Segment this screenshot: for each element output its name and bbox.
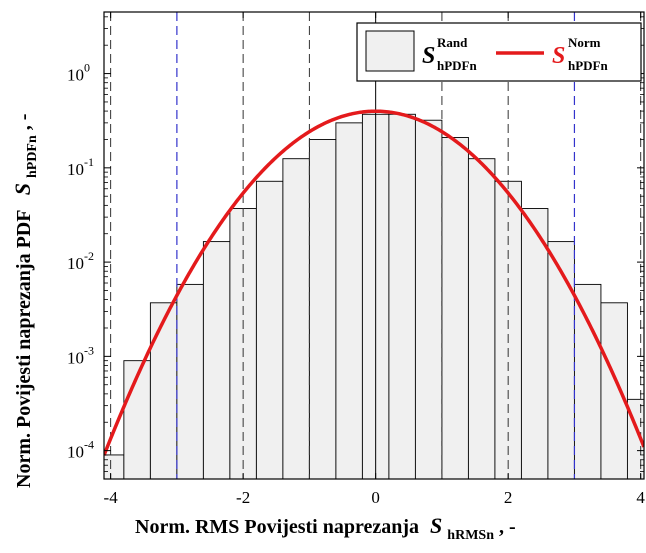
histogram-bar <box>282 158 310 479</box>
y-tick-exponent: -1 <box>84 155 94 169</box>
histogram-bar <box>149 302 178 479</box>
legend-norm-sub: hPDFn <box>568 58 609 73</box>
legend-rand-sub: hPDFn <box>437 58 478 73</box>
y-tick-label: 10-1 <box>67 155 94 179</box>
histogram-bar <box>573 283 602 479</box>
x-axis-label-text: Norm. RMS Povijesti naprezanja <box>135 516 419 538</box>
legend-label-norm: S <box>552 43 565 69</box>
y-axis-label-symbol: S <box>10 183 35 195</box>
y-tick-exponent: -4 <box>84 438 94 452</box>
x-tick-label: -2 <box>236 488 250 507</box>
x-axis-label: Norm. RMS Povijesti naprezanja S hRMSn ,… <box>135 513 516 544</box>
y-axis-label-subscript: hPDFn <box>25 135 40 178</box>
y-tick-base: 10 <box>67 254 84 273</box>
histogram-bar <box>547 241 575 479</box>
legend-rand-sup: Rand <box>437 35 468 50</box>
y-tick-exponent: 0 <box>84 61 90 75</box>
histogram-bar <box>388 113 416 479</box>
y-tick-base: 10 <box>67 66 84 85</box>
histogram-bar <box>202 241 231 479</box>
histogram-bar <box>255 180 284 479</box>
histogram-bar <box>414 119 443 479</box>
y-tick-label: 10-2 <box>67 249 94 273</box>
x-axis: -4 -2 0 2 4 <box>104 12 645 507</box>
y-tick-base: 10 <box>67 443 84 462</box>
normal-pdf-curve <box>104 109 644 456</box>
y-tick-label: 10-3 <box>67 343 94 367</box>
y-axis-label: Norm. Povijesti naprezanja PDF S hPDFn ,… <box>10 114 41 488</box>
legend-rand-symbol: S <box>422 43 435 69</box>
histogram-bar <box>308 139 337 479</box>
histogram-bar <box>467 158 496 479</box>
x-tick-label: 4 <box>636 488 645 507</box>
plot-content <box>104 12 644 479</box>
y-tick-label: 100 <box>67 61 90 85</box>
legend-label-rand: S <box>422 43 435 69</box>
y-tick-exponent: -3 <box>84 343 94 357</box>
x-axis-label-symbol: S <box>430 513 442 538</box>
y-tick-exponent: -2 <box>84 249 94 263</box>
y-tick-label: 10-4 <box>67 438 94 462</box>
x-tick-label: 0 <box>371 488 380 507</box>
histogram-bar <box>335 122 363 479</box>
histogram-bar <box>520 208 549 479</box>
x-tick-label: -4 <box>104 488 119 507</box>
legend-swatch-rand <box>365 30 415 72</box>
legend-norm-sup: Norm <box>568 35 601 50</box>
y-tick-base: 10 <box>67 348 84 367</box>
histogram-bar <box>176 283 204 479</box>
histogram-bar <box>600 302 628 479</box>
x-tick-label: 2 <box>504 488 513 507</box>
x-axis-label-subscript: hRMSn <box>447 528 494 543</box>
y-tick-base: 10 <box>67 160 84 179</box>
x-axis-label-unit: , - <box>499 516 516 538</box>
plot-area <box>103 11 645 480</box>
axes-frame <box>103 11 645 480</box>
histogram-bar <box>441 137 469 479</box>
legend: S Rand hPDFn S Norm hPDFn <box>356 22 642 82</box>
y-axis-label-unit: , - <box>13 114 35 131</box>
y-axis-label-text: Norm. Povijesti naprezanja PDF <box>13 210 35 488</box>
legend-norm-symbol: S <box>552 43 565 69</box>
